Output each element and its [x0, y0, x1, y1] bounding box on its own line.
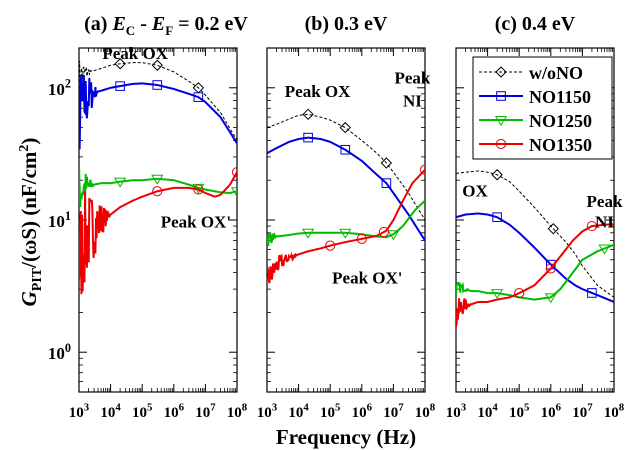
panel-1-series-NO1350-line [267, 169, 425, 284]
panel-0: 103 104 105 106 107 108 100 101 102 [48, 47, 248, 421]
panel-2-series-NO1350-marker [514, 287, 525, 299]
panel-2-series-NO1150-marker [492, 212, 502, 222]
panel-0-series-NO1150-marker [193, 92, 204, 102]
y-tick-label: 102 [48, 77, 71, 99]
panel-0-series-w/oNO-marker [114, 58, 126, 70]
panel-0-title: (a) EC - EF = 0.2 eV [84, 13, 248, 38]
panel-2-x-tick-label: 103 [446, 402, 467, 421]
panel-0-series-NO1150-marker [152, 80, 163, 90]
panel-0-series-NO1350-marker [152, 186, 163, 197]
panel-2-x-tick-label: 106 [541, 402, 562, 421]
panel-0-series-NO1350-marker [231, 167, 237, 178]
panel-0-series-NO1250-marker [151, 174, 164, 185]
panel-1-series-NO1250-marker [339, 228, 352, 239]
panel-0-x-tick-label: 108 [227, 402, 248, 421]
panel-1-annotation: Peak OX' [332, 269, 402, 288]
y-axis-label: GPIT/(ωS) (nF/cm2) [17, 138, 45, 307]
y-tick-label: 101 [48, 209, 71, 231]
series-root [79, 58, 614, 328]
panel-2-series-NO1250-line [456, 243, 614, 301]
panel-1-title: (b) 0.3 eV [305, 13, 388, 35]
panel-0-series-NO1150-line [79, 74, 237, 150]
panel-2-series-NO1350-marker [545, 263, 556, 274]
overlay-root: (a) EC - EF = 0.2 eV Peak OX Peak OX' (b) 0… [17, 13, 623, 449]
panel-1-series-NO1250-line [267, 199, 425, 247]
panel-0-series-NO1150-marker [115, 81, 125, 91]
panel-2-series-w/oNO-marker [547, 223, 560, 235]
legend: w/oNO NO1150 NO1250 NO1350 [472, 56, 613, 160]
panel-0-series-NO1250-line [79, 164, 237, 208]
panel-1-plot-area [267, 108, 425, 284]
panel-1-series-NO1350-marker [325, 240, 336, 251]
panel-0-x-tick-label: 105 [132, 402, 152, 421]
y-tick-label: 100 [48, 341, 71, 363]
panel-0-series-w/oNO-marker [151, 59, 163, 71]
legend-marker-NO1150 [496, 91, 506, 101]
panel-1-annotation: Peak OX [285, 82, 351, 101]
panel-2-series-NO1250-marker [491, 289, 504, 300]
legend-label-NO1150: NO1150 [529, 87, 591, 107]
panel-2-series-w/oNO-line [456, 170, 614, 298]
panel-0-series-w/oNO-line [79, 60, 237, 141]
panel-2-series-NO1250-marker [598, 244, 611, 255]
panel-2-series-NO1250-marker [544, 293, 557, 304]
legend-box [472, 56, 613, 160]
panel-2-title: (c) 0.4 eV [495, 13, 576, 35]
panel-2: 103 104 105 106 107 108 [446, 47, 625, 421]
panel-0-plot-area [79, 58, 237, 295]
panel-0-annotation: Peak OX' [161, 212, 231, 231]
panel-0-series-NO1250-marker [114, 177, 127, 188]
panel-1-series-w/oNO-marker [339, 121, 351, 134]
legend-label-w/oNO: w/oNO [529, 63, 583, 83]
legend-label-NO1250: NO1250 [529, 111, 592, 131]
legend-marker-NO1250 [494, 116, 508, 126]
panel-1-x-tick-label: 107 [383, 402, 404, 421]
panel-1-series-NO1350-marker [356, 233, 367, 244]
panel-1-series-NO1150-marker [340, 144, 351, 155]
panel-2-x-tick-label: 105 [509, 402, 529, 421]
panel-1-annotation: NI [403, 92, 422, 111]
panel-0-series-NO1250-marker [230, 187, 237, 198]
panel-2-series-NO1150-marker [587, 288, 597, 298]
panel-2-series-w/oNO-marker [491, 169, 503, 181]
panel-2-x-tick-label: 107 [572, 402, 593, 421]
panel-1-series-NO1350-marker [378, 226, 389, 238]
panel-1-series-NO1250-marker [387, 230, 400, 241]
panel-1-x-tick-label: 103 [257, 402, 278, 421]
panel-0-series-NO1350-line [79, 171, 237, 295]
panel-1-series-NO1150-line [267, 136, 425, 242]
panel-2-annotation: OX [462, 182, 488, 201]
panel-0-annotation: Peak OX [102, 44, 168, 63]
panel-0-x-tick-label: 104 [100, 402, 121, 421]
panel-1-series-NO1250-marker [302, 228, 315, 239]
panel-2-plot-area [456, 169, 614, 328]
panel-2-series-NO1350-marker [586, 220, 598, 232]
panel-0-x-tick-label: 107 [195, 402, 216, 421]
panel-1-series-w/oNO-marker [302, 108, 314, 121]
panel-1-annotation: Peak [394, 68, 430, 87]
panel-1-x-tick-label: 104 [288, 402, 309, 421]
panel-1-x-tick-label: 105 [320, 402, 340, 421]
panel-2-x-tick-label: 104 [477, 402, 498, 421]
panel-1-x-tick-label: 108 [415, 402, 436, 421]
legend-label-NO1350: NO1350 [529, 135, 592, 155]
panel-2-annotation: Peak [587, 192, 623, 211]
x-axis-label: Frequency (Hz) [276, 425, 416, 449]
panel-1-series-w/oNO-marker [380, 157, 393, 169]
panel-1-x-tick-label: 106 [352, 402, 373, 421]
panel-0-x-tick-label: 106 [164, 402, 185, 421]
panel-1-series-NO1150-marker [381, 178, 392, 188]
panel-1-series-NO1350-marker [419, 164, 425, 175]
panel-0-x-tick-label: 103 [69, 402, 90, 421]
panel-1-series-NO1150-marker [303, 132, 313, 143]
panel-2-annotation: NI [595, 212, 614, 231]
panel-2-x-tick-label: 108 [604, 402, 625, 421]
panel-0-series-NO1350-marker [193, 184, 204, 195]
legend-marker-NO1350 [495, 138, 507, 150]
legend-marker-w/oNO [495, 66, 507, 78]
